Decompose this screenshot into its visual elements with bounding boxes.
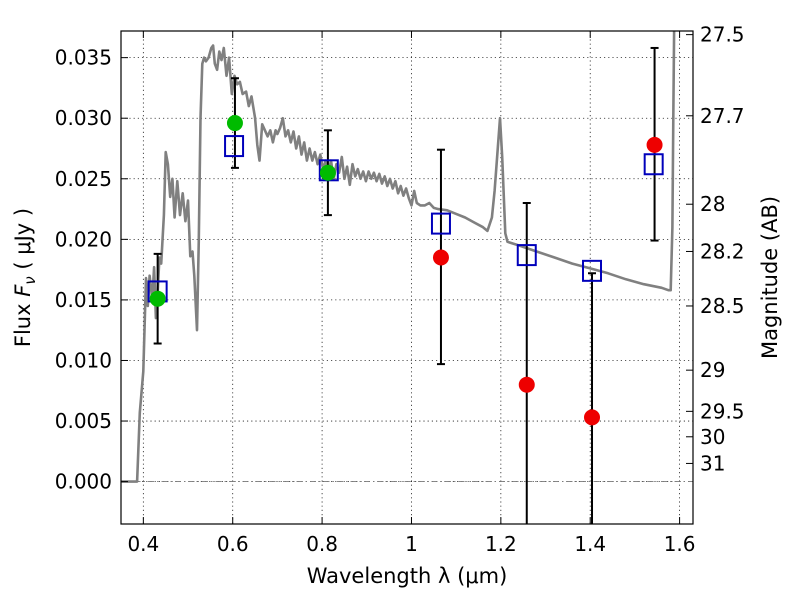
model-spectrum-group <box>121 31 676 483</box>
y-tick-label: 0.035 <box>55 46 112 70</box>
x-tick-label: 1.2 <box>485 532 517 556</box>
x-axis-label: Wavelength λ (μm) <box>307 564 508 588</box>
non-detection-point <box>646 136 663 153</box>
y-axis-label-unit: ( μJy ) <box>11 208 35 276</box>
y2-tick-label: 28 <box>700 192 725 216</box>
y-tick-label: 0.015 <box>55 288 112 312</box>
non-detection-point <box>518 376 535 393</box>
y-tick-label: 0.005 <box>55 409 112 433</box>
x-tick-label: 1 <box>405 532 418 556</box>
y2-tick-label: 29 <box>700 358 725 382</box>
y-axis-label: Flux Fν ( μJy ) <box>11 208 39 347</box>
x-tick-label: 1.4 <box>574 532 606 556</box>
x-tick-label: 0.8 <box>306 532 338 556</box>
model-photometry-square <box>224 135 245 158</box>
y2-tick-label: 28.2 <box>700 239 745 263</box>
model-photometry-square <box>516 244 537 267</box>
y-axis-label-symbol: F <box>11 284 35 297</box>
y2-axis-label: Magnitude (AB) <box>758 196 782 359</box>
detection-point <box>149 290 166 307</box>
y-tick-label: 0.000 <box>55 470 112 494</box>
grid-lines <box>121 31 693 524</box>
y-tick-label: 0.025 <box>55 167 112 191</box>
y2-tick-label: 31 <box>700 451 725 475</box>
detection-point <box>226 115 243 132</box>
y-axis-label-prefix: Flux <box>11 297 35 347</box>
x-tick-label: 0.6 <box>217 532 249 556</box>
model-photometry-square <box>430 212 451 235</box>
model-spectrum-line <box>121 31 676 483</box>
y-tick-label: 0.020 <box>55 227 112 251</box>
detection-point <box>319 164 336 181</box>
y2-tick-label: 27.5 <box>700 23 745 47</box>
y2-tick-label: 28.5 <box>700 294 745 318</box>
x-tick-label: 0.4 <box>127 532 159 556</box>
y-tick-label: 0.010 <box>55 348 112 372</box>
y2-tick-label: 29.5 <box>700 399 745 423</box>
plot-frame <box>120 30 694 525</box>
x-tick-label: 1.6 <box>664 532 696 556</box>
model-photometry-square <box>643 153 664 176</box>
y2-tick-label: 30 <box>700 425 725 449</box>
data-markers <box>147 115 664 426</box>
non-detection-point <box>432 249 449 266</box>
y2-tick-label: 27.7 <box>700 104 745 128</box>
y-axis-label-subscript: ν <box>21 276 39 284</box>
model-photometry-square <box>582 259 603 282</box>
y-axis-ticks: 0.000 0.005 0.010 0.015 0.020 0.025 0.030 0.035 <box>55 46 128 494</box>
non-detection-point <box>584 409 601 426</box>
y-tick-label: 0.030 <box>55 106 112 130</box>
x-axis-ticks: 0.4 0.6 0.8 1 1.2 1.4 1.6 <box>127 31 696 556</box>
